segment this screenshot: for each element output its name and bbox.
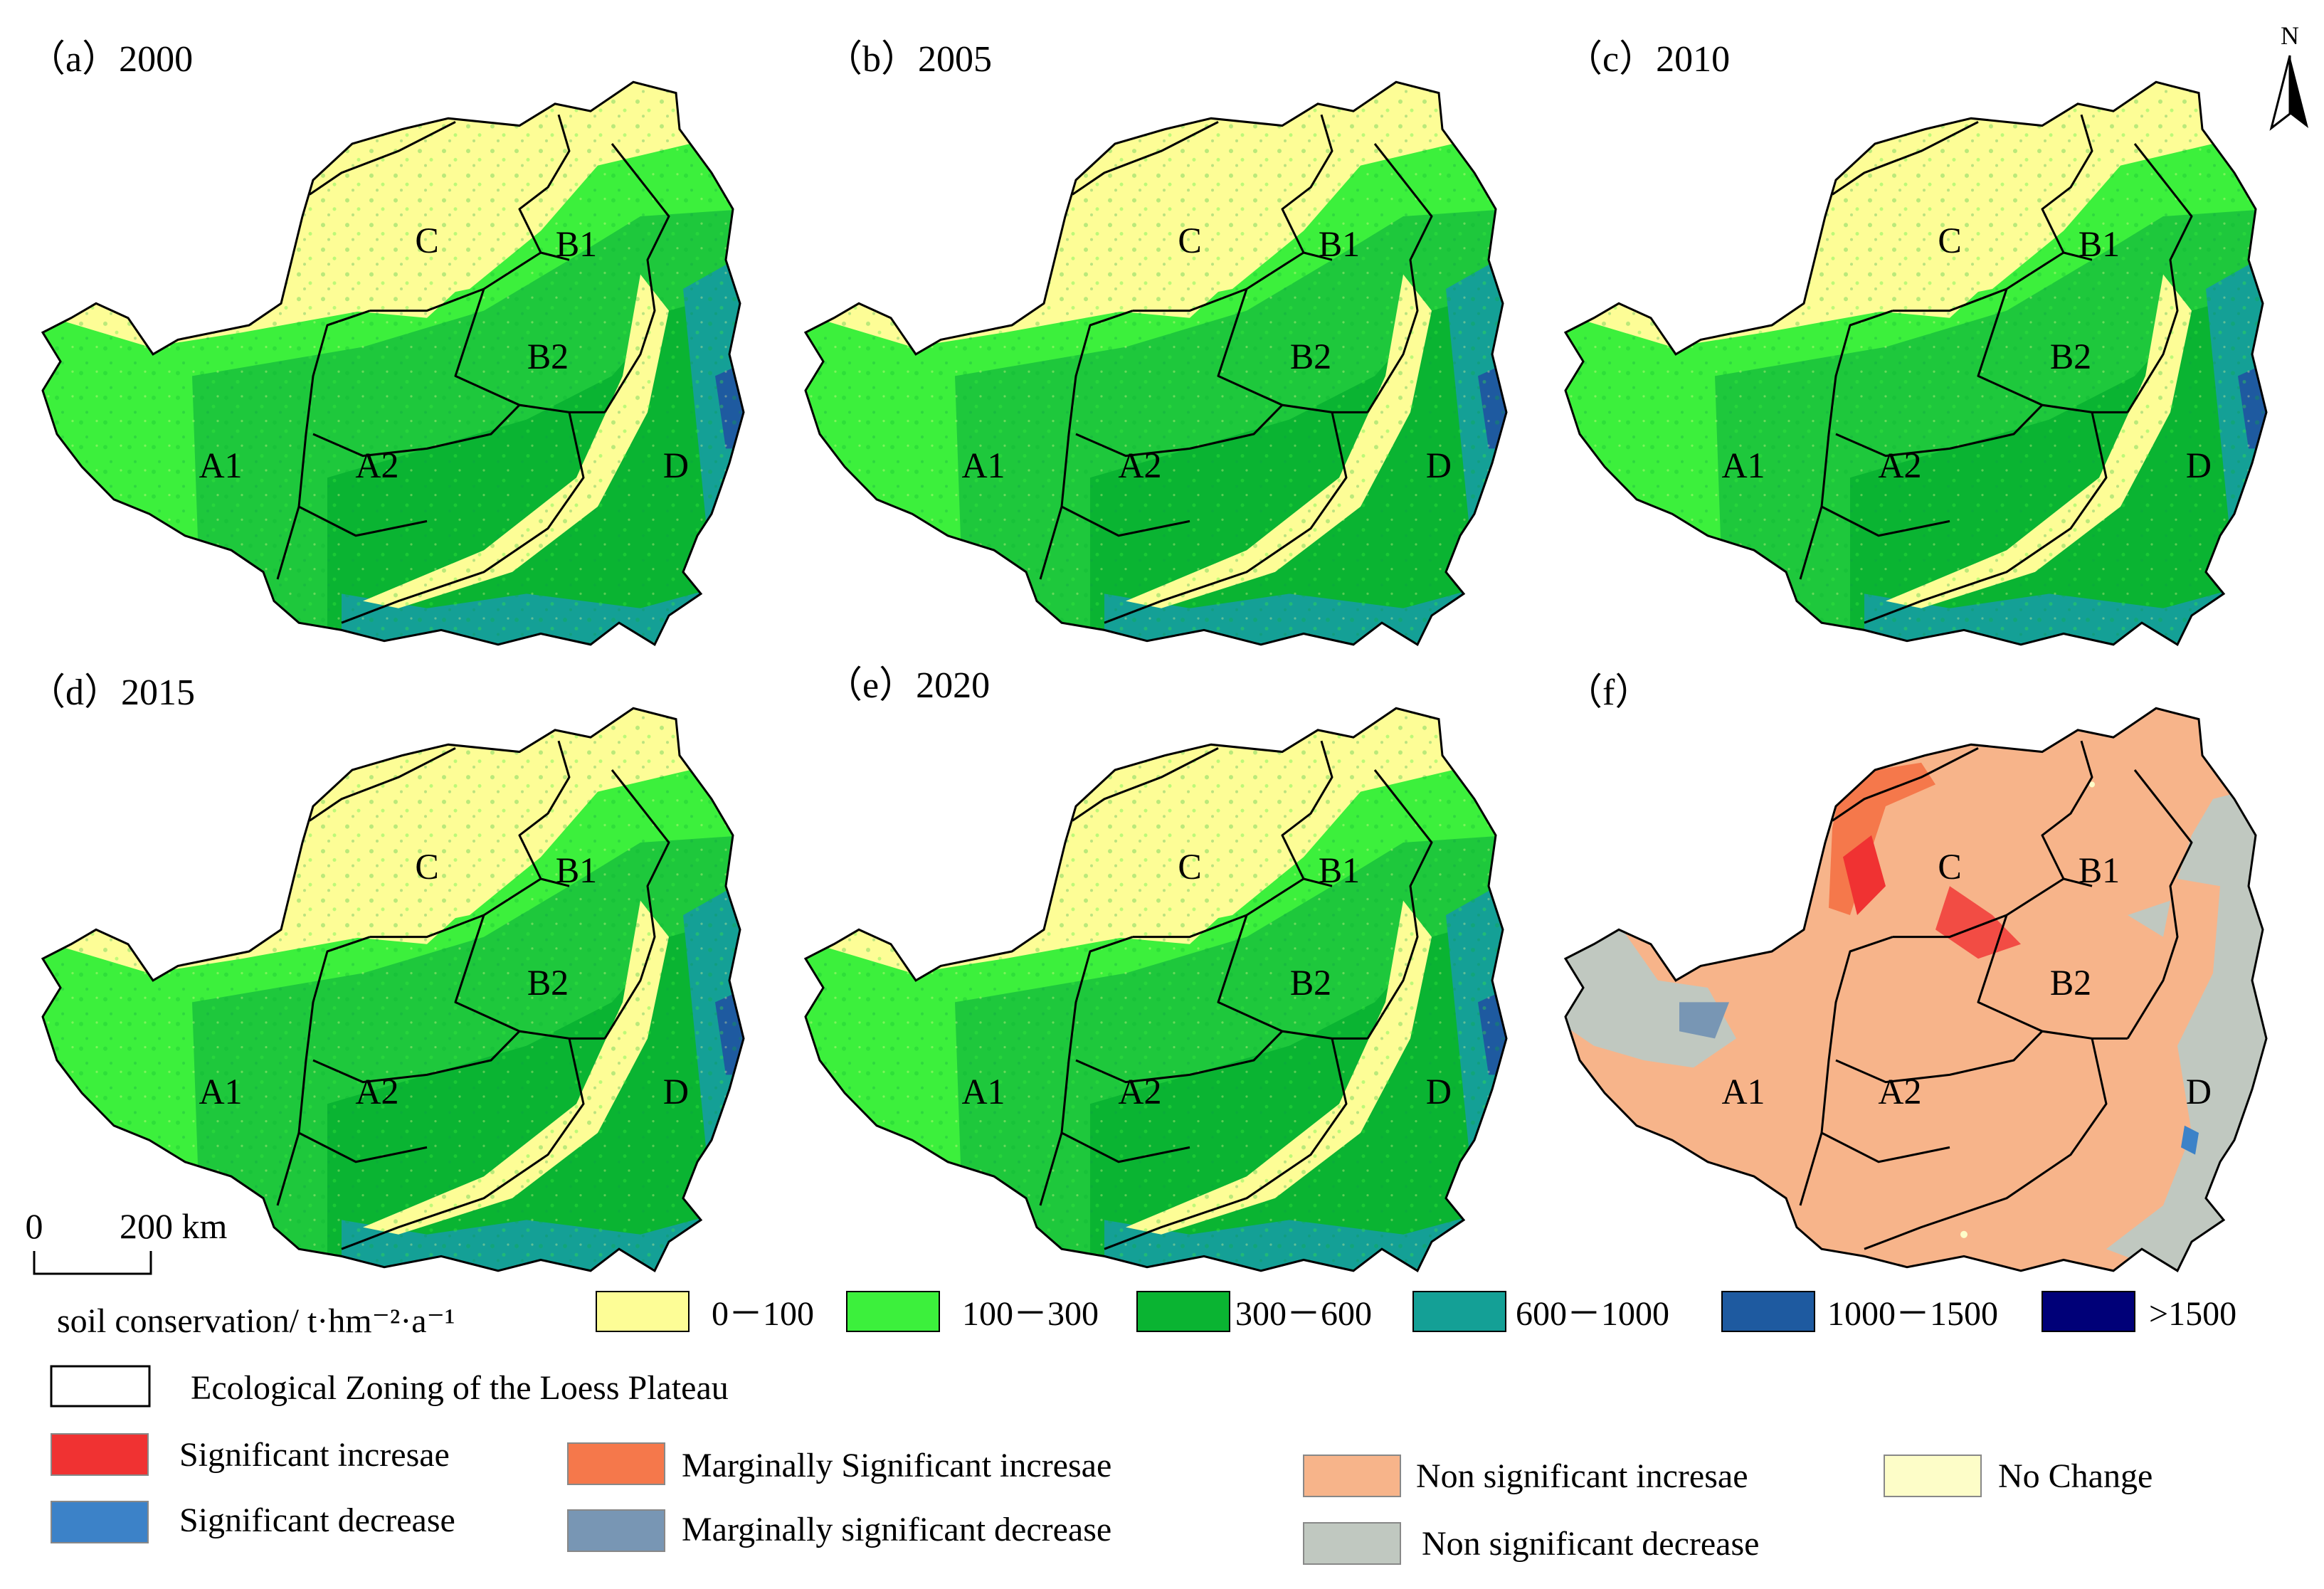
panel-title: （a）2000 [28,39,193,80]
zone-label: B2 [2050,963,2091,1003]
soil-class-label: 0－100 [712,1295,814,1333]
soil-legend-title: soil conservation/ t·hm⁻²·a⁻¹ [57,1302,455,1340]
soil-class-label: 600－1000 [1516,1295,1669,1333]
zone-label: B2 [2050,337,2091,377]
soil-class-label: >1500 [2149,1295,2236,1333]
zone-label: D [2186,445,2212,486]
zone-label: A2 [1878,445,1921,486]
zone-label: C [1938,847,1961,887]
zone-label: A2 [1118,445,1161,486]
trend-class-swatch [1303,1455,1401,1497]
zone-label: A1 [1721,1072,1765,1112]
scale-distance-label: 200 km [120,1206,228,1246]
trend-class-label: Significant incresae [179,1436,450,1474]
map-body: C B1 B2 A1 A2 D [21,64,754,659]
scale-zero-label: 0 [26,1206,43,1246]
map-body: C B1 B2 A1 A2 D [784,690,1517,1285]
north-arrow-label: N [2281,21,2299,50]
zone-label: C [1178,847,1201,887]
zone-label: B1 [1319,224,1360,265]
scale-bar: 0 200 km [26,1206,228,1275]
zone-label: B2 [1290,337,1331,377]
soil-class-swatch [846,1291,940,1332]
soil-class-swatch [1721,1291,1815,1332]
trend-class-swatch [567,1509,665,1552]
soil-class-swatch [1412,1291,1506,1332]
zone-label: A1 [961,445,1005,486]
trend-class-label: Marginally significant decrease [682,1511,1111,1548]
zone-label: A1 [199,445,242,486]
zoning-legend-swatch [50,1365,151,1408]
soil-class-label: 100－300 [962,1295,1099,1333]
north-arrow: N [2269,21,2308,131]
zoning-legend-label: Ecological Zoning of the Loess Plateau [191,1369,729,1407]
zone-label: B2 [527,337,569,377]
map-panel-4: （e）2020 C B1 B2 A1 A2 D [784,665,1517,1285]
north-arrow-icon [2269,55,2291,131]
zone-label: C [415,847,438,887]
map-body: C B1 B2 A1 A2 D [21,690,754,1285]
trend-class-label: No Change [1998,1457,2153,1495]
zone-label: A2 [1878,1072,1921,1112]
zone-label: B1 [556,850,597,891]
zone-label: B1 [1319,850,1360,891]
zone-label: A1 [1721,445,1765,486]
panel-title: （e）2020 [825,665,990,706]
trend-class-label: Marginally Significant incresae [682,1447,1111,1484]
trend-class-swatch [51,1433,149,1476]
trend-class-label: Non significant incresae [1416,1457,1748,1495]
zone-label: D [1426,445,1452,486]
soil-class-label: 1000－1500 [1827,1295,1998,1333]
zone-label: C [1178,221,1201,261]
map-panel-0: （a）2000 C B1 B2 A1 A2 D [21,39,754,659]
trend-class-label: Non significant decrease [1422,1525,1759,1563]
zone-label: A1 [961,1072,1005,1112]
zone-label: D [1426,1072,1452,1112]
map-panel-2: （c）2010 C B1 B2 A1 A2 D [1544,39,2277,659]
soil-class-swatch [596,1291,690,1332]
north-arrow-icon [2290,56,2308,128]
panel-title: （c）2010 [1565,39,1730,80]
trend-class-swatch [51,1501,149,1543]
zone-label: A2 [1118,1072,1161,1112]
map-body: C B1 B2 A1 A2 D [1544,690,2277,1285]
zone-label: D [2186,1072,2212,1112]
zone-label: D [663,1072,689,1112]
zone-label: D [663,445,689,486]
zone-label: A1 [199,1072,242,1112]
panel-title: （f） [1565,672,1652,713]
zone-label: B2 [527,963,569,1003]
soil-class-swatch [2042,1291,2135,1332]
trend-class-label: Significant decrease [179,1501,455,1539]
trend-class-swatch [1884,1455,1982,1497]
zone-label: C [1938,221,1961,261]
zone-label: B1 [2079,224,2120,265]
soil-class-label: 300－600 [1235,1295,1372,1333]
trend-legend: Significant incresae Marginally Significa… [51,1433,2153,1565]
map-body: C B1 B2 A1 A2 D [1544,64,2277,659]
map-body: C B1 B2 A1 A2 D [784,64,1517,659]
scale-bar-line [33,1251,152,1275]
soil-class-swatch [1136,1291,1230,1332]
panel-title: （d）2015 [28,672,195,713]
zone-label: A2 [355,1072,398,1112]
zoning-legend: Ecological Zoning of the Loess Plateau [50,1365,729,1408]
zone-label: B1 [2079,850,2120,891]
zone-label: B2 [1290,963,1331,1003]
trend-class-swatch [1303,1522,1401,1565]
trend-class-swatch [567,1442,665,1485]
map-panel-3: （d）2015 C B1 B2 A1 A2 D [21,672,754,1285]
map-panel-1: （b）2005 C B1 B2 A1 A2 D [784,39,1517,659]
zone-label: A2 [355,445,398,486]
soil-legend: soil conservation/ t·hm⁻²·a⁻¹ 0－100 100－3… [57,1291,2236,1340]
map-panel-5: （f） C B1 B2 A1 A2 D [1544,672,2277,1285]
zone-label: C [415,221,438,261]
panel-title: （b）2005 [825,39,992,80]
zone-label: B1 [556,224,597,265]
